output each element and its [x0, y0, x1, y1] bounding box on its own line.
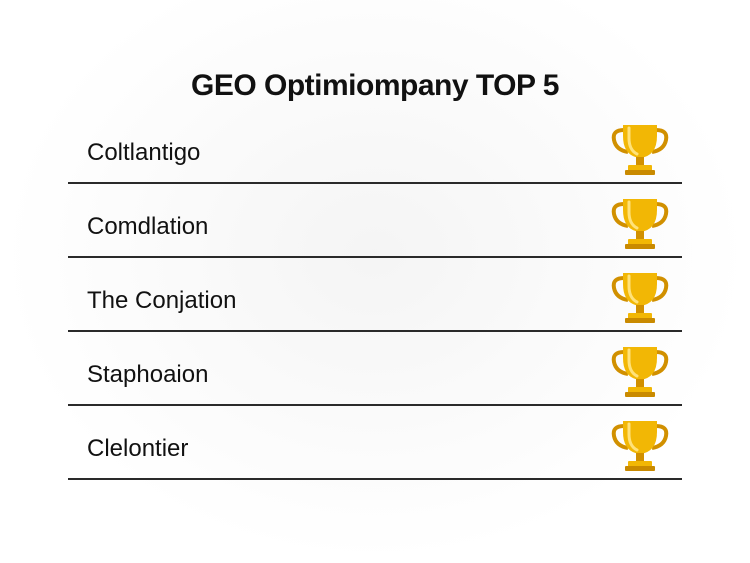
- page-title: GEO Optimiompany TOP 5: [191, 69, 559, 102]
- trophy-icon: [611, 421, 669, 471]
- trophy-icon: [611, 125, 669, 175]
- list-item: Clelontier: [68, 406, 682, 480]
- list-item-label: Clelontier: [87, 435, 189, 462]
- trophy-icon: [611, 273, 669, 323]
- list-item-label: Staphoaion: [87, 361, 209, 388]
- list-item: Staphoaion: [68, 332, 682, 406]
- list-item-label: The Conjation: [87, 287, 237, 314]
- list-item-label: Comdlation: [87, 213, 209, 240]
- list-item-label: Coltlantigo: [87, 139, 201, 166]
- list-item: The Conjation: [68, 258, 682, 332]
- list-item: Comdlation: [68, 184, 682, 258]
- ranking-list: Coltlantigo Comdlation The Conjation: [68, 110, 682, 480]
- trophy-icon: [611, 347, 669, 397]
- list-item: Coltlantigo: [68, 110, 682, 184]
- trophy-icon: [611, 199, 669, 249]
